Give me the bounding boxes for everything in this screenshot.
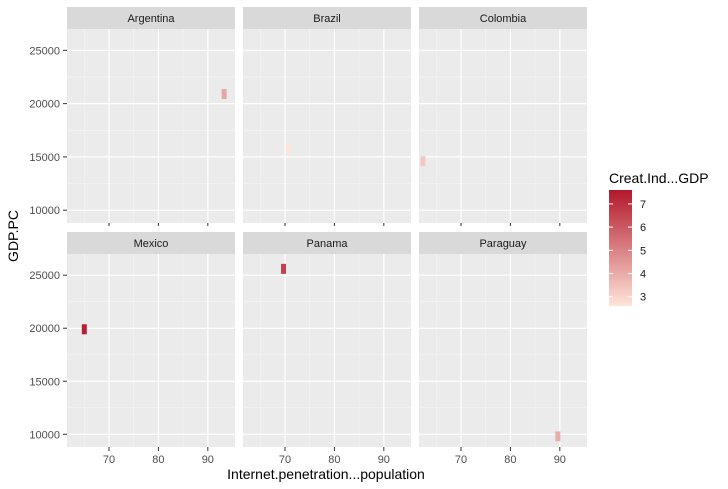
facet-strip-label: Argentina	[127, 13, 175, 25]
legend-tick-label: 3	[640, 292, 646, 304]
y-tick-label: 15000	[29, 152, 60, 164]
legend-title: Creat.Ind...GDP	[609, 170, 709, 186]
facet-strip	[243, 7, 411, 29]
legend-tick-label: 7	[640, 199, 646, 211]
panels-layer: Argentina Brazil Colombia Mexico Panama Parag…	[67, 7, 587, 447]
x-tick-label: 70	[103, 454, 115, 466]
data-tile	[221, 89, 227, 100]
facet-strip-label: Paraguay	[479, 238, 527, 250]
y-tick-label: 20000	[29, 323, 60, 335]
data-tile	[81, 324, 87, 335]
x-tick-label: 90	[378, 454, 390, 466]
panel-background	[419, 29, 587, 223]
facet-strip-label: Colombia	[480, 13, 527, 25]
y-tick-label: 25000	[29, 45, 60, 57]
y-axis-title: GDP.PC	[5, 210, 21, 262]
data-tile	[285, 143, 291, 154]
legend-tick-label: 4	[640, 269, 646, 281]
x-tick-label: 90	[202, 454, 214, 466]
facet-strip	[243, 232, 411, 254]
x-tick-label: 80	[328, 454, 340, 466]
facet-panel-paraguay: Paraguay	[419, 232, 587, 447]
x-tick-label: 70	[279, 454, 291, 466]
facet-panel-panama: Panama	[243, 232, 411, 447]
panel-background	[67, 254, 235, 447]
facet-strip	[67, 232, 235, 254]
facet-strip-label: Panama	[307, 238, 349, 250]
axes-layer: 10000 15000 20000 25000 10000 15000 20000 25000…	[29, 45, 566, 466]
y-tick-label: 20000	[29, 99, 60, 111]
panel-background	[67, 29, 235, 223]
panel-background	[419, 254, 587, 447]
data-tile	[555, 431, 561, 442]
x-tick-label: 90	[554, 454, 566, 466]
data-tile	[420, 156, 426, 167]
facet-panel-brazil: Brazil	[243, 7, 411, 223]
panel-background	[243, 254, 411, 447]
y-tick-label: 25000	[29, 270, 60, 282]
y-tick-label: 10000	[29, 205, 60, 217]
facet-strip-label: Brazil	[313, 13, 341, 25]
legend-colorbar	[609, 190, 632, 306]
data-tile	[281, 263, 287, 274]
facet-strip-label: Mexico	[134, 238, 169, 250]
x-axis-title: Internet.penetration...population	[227, 466, 425, 482]
facet-strip	[419, 232, 587, 254]
facet-strip	[419, 7, 587, 29]
x-tick-label: 70	[455, 454, 467, 466]
facet-panel-argentina: Argentina	[67, 7, 235, 223]
y-tick-label: 15000	[29, 376, 60, 388]
panel-background	[243, 29, 411, 223]
x-tick-label: 80	[504, 454, 516, 466]
facet-panel-mexico: Mexico	[67, 232, 235, 447]
facet-panel-colombia: Colombia	[419, 7, 587, 223]
legend-tick-label: 5	[640, 245, 646, 257]
legend: Creat.Ind...GDP 3 4 5 6 7	[609, 170, 709, 306]
x-tick-label: 80	[152, 454, 164, 466]
legend-tick-label: 6	[640, 222, 646, 234]
y-tick-label: 10000	[29, 429, 60, 441]
facet-strip	[67, 7, 235, 29]
